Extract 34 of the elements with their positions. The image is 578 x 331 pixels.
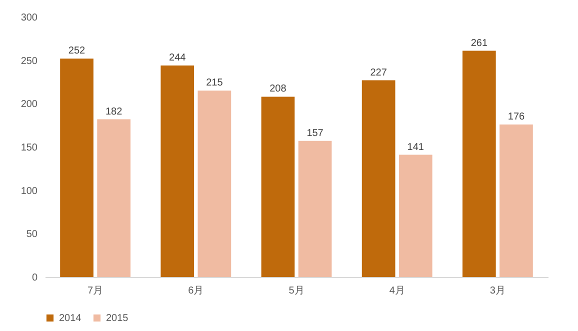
data-label: 176	[508, 111, 526, 122]
y-tick-label: 50	[26, 229, 38, 240]
data-label: 182	[105, 106, 123, 118]
x-tick-label: 5月	[288, 286, 304, 296]
bar	[462, 50, 496, 277]
y-tick-label: 150	[20, 142, 38, 154]
bar	[500, 124, 533, 277]
legend-label: 2014	[59, 313, 82, 324]
bar	[398, 154, 432, 277]
data-label: 215	[206, 78, 224, 89]
x-tick-label: 4月	[389, 286, 405, 296]
bar	[60, 58, 94, 277]
bar	[160, 66, 194, 277]
x-tick-label: 7月	[88, 286, 104, 296]
y-tick-label: 0	[32, 272, 38, 284]
x-tick-label: 3月	[490, 286, 506, 296]
bar	[261, 96, 295, 277]
bar	[198, 90, 232, 277]
y-tick-label: 250	[20, 56, 38, 67]
y-tick-label: 100	[20, 186, 38, 197]
bar	[298, 140, 332, 277]
bar	[97, 119, 131, 277]
bar	[362, 80, 396, 277]
y-tick-label: 200	[20, 99, 38, 110]
data-label: 227	[370, 67, 388, 78]
data-label: 157	[306, 128, 324, 139]
y-tick-label: 300	[20, 12, 38, 24]
data-label: 208	[270, 84, 287, 95]
x-tick-label: 6月	[188, 286, 204, 296]
data-label: 141	[407, 142, 424, 153]
data-label: 261	[470, 38, 488, 49]
data-label: 252	[68, 46, 86, 57]
data-label: 244	[169, 52, 186, 64]
legend-label: 2015	[106, 313, 129, 324]
